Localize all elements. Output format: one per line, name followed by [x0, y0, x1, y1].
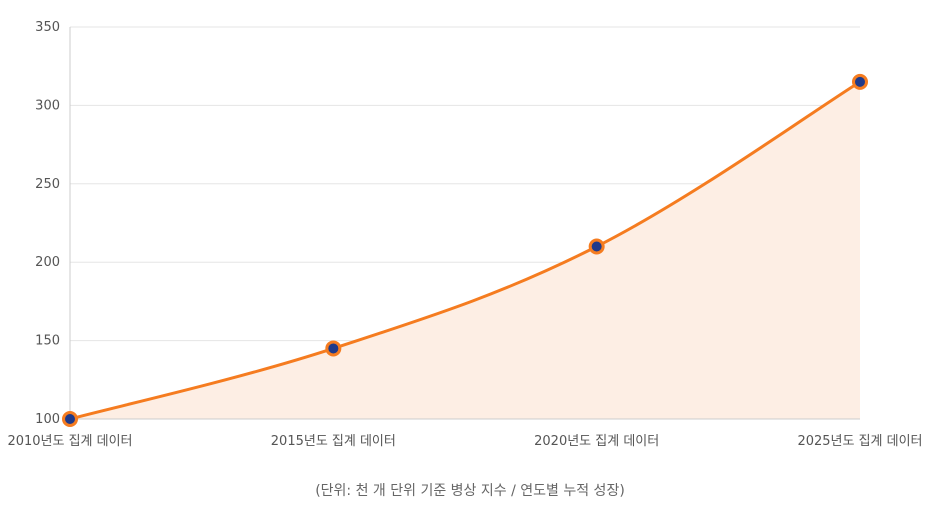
y-tick-label: 150 — [35, 334, 60, 349]
y-axis-ticks: 100 150 200 250 300 350 — [35, 20, 60, 427]
data-point — [325, 340, 342, 357]
data-point — [852, 73, 868, 90]
series-line — [69, 80, 861, 421]
data-point — [588, 238, 605, 255]
x-tick-label: 2010년도 집계 데이터 — [7, 434, 132, 449]
y-tick-label: 350 — [35, 20, 60, 35]
series-area — [70, 81, 860, 419]
data-point — [62, 411, 78, 427]
data-points — [62, 73, 868, 427]
x-axis-ticks: 2010년도 집계 데이터 2015년도 집계 데이터 2020년도 집계 데이터 2… — [7, 434, 922, 449]
chart-caption: (단위: 천 개 단위 기준 병상 지수 / 연도별 누적 성장) — [315, 483, 625, 499]
x-tick-label: 2020년도 집계 데이터 — [534, 434, 659, 449]
y-tick-label: 100 — [35, 412, 60, 427]
y-tick-label: 250 — [35, 177, 60, 192]
x-tick-label: 2015년도 집계 데이터 — [271, 434, 396, 449]
y-tick-label: 200 — [35, 255, 60, 270]
y-tick-label: 300 — [35, 98, 60, 113]
x-tick-label: 2025년도 집계 데이터 — [797, 434, 922, 449]
chart: 100 150 200 250 300 350 2010년도 집계 데이터 2015년도 집… — [7, 20, 922, 449]
